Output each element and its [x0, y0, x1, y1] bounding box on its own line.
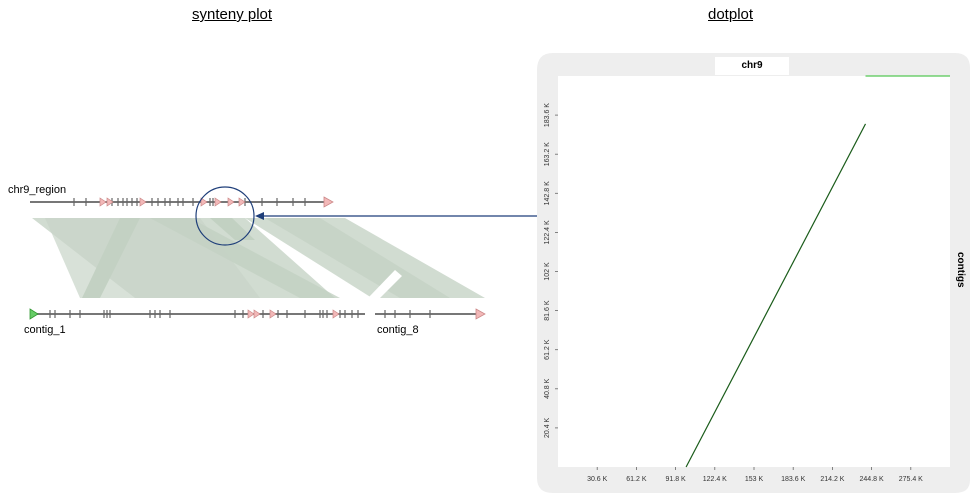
- gene-arrow: [99, 197, 107, 207]
- x-tick-label: 275.4 K: [899, 476, 923, 483]
- gene-arrow: [238, 197, 246, 207]
- x-tick-label: 214.2 K: [820, 476, 844, 483]
- x-axis: 30.6 K 61.2 K 91.8 K 122.4 K 153 K 183.6 K 214…: [587, 467, 923, 483]
- dotplot-title: dotplot: [708, 6, 754, 23]
- x-tick-label: 122.4 K: [703, 476, 727, 483]
- y-tick-label: 20.4 K: [544, 417, 551, 438]
- synteny-block: [210, 218, 255, 240]
- synteny-block: [150, 218, 340, 298]
- y-tick-label: 122.4 K: [544, 220, 551, 244]
- x-tick-label: 30.6 K: [587, 476, 608, 483]
- x-tick-label: 183.6 K: [781, 476, 805, 483]
- y-tick-label: 142.8 K: [544, 181, 551, 205]
- gene-arrow: [200, 197, 208, 207]
- y-tick-label: 61.2 K: [544, 339, 551, 360]
- y-tick-label: 81.6 K: [544, 300, 551, 321]
- x-tick-label: 153 K: [745, 476, 764, 483]
- y-tick-label: 163.2 K: [544, 142, 551, 166]
- dotplot-chart: 30.6 K 61.2 K 91.8 K 122.4 K 153 K 183.6 K 214…: [537, 53, 970, 493]
- gene-arrow: [139, 197, 147, 207]
- synteny-plot: [29, 186, 486, 320]
- chr9-genes: [73, 197, 306, 207]
- gene-arrow: [253, 309, 261, 319]
- x-tick-label: 244.8 K: [860, 476, 884, 483]
- synteny-block: [368, 270, 402, 298]
- synteny-title: synteny plot: [192, 6, 273, 23]
- highlight-circle: [195, 186, 255, 246]
- start-marker: [29, 308, 39, 320]
- x-panel-label: chr9: [715, 57, 789, 75]
- gene-arrow: [247, 309, 255, 319]
- synteny-blocks: [32, 218, 485, 298]
- y-tick-label: 102 K: [544, 262, 551, 281]
- gene-arrow: [323, 196, 334, 208]
- x-tick-label: 91.8 K: [665, 476, 686, 483]
- synteny-block: [82, 218, 140, 298]
- gene-arrow: [214, 197, 222, 207]
- y-panel-label: contigs: [955, 252, 966, 288]
- gene-arrow: [475, 308, 486, 320]
- gene-arrow: [269, 309, 277, 319]
- label-chr9-region: chr9_region: [8, 184, 67, 196]
- alignment-line: [685, 123, 867, 468]
- label-contig-1: contig_1: [24, 324, 66, 336]
- x-tick-label: 61.2 K: [626, 476, 647, 483]
- gene-arrow: [227, 197, 235, 207]
- y-tick-label: 40.8 K: [544, 378, 551, 399]
- synteny-block: [265, 218, 450, 298]
- label-contig-8: contig_8: [377, 324, 419, 336]
- contig1-genes: [49, 309, 359, 319]
- y-axis: 20.4 K 40.8 K 61.2 K 81.6 K 102 K 122.4 K 142.…: [544, 103, 558, 438]
- contig8-genes: [384, 310, 431, 318]
- track-contig-8: [375, 308, 486, 320]
- plot-area: [558, 76, 950, 467]
- y-tick-label: 183.6 K: [544, 103, 551, 127]
- track-contig-1: [29, 308, 365, 320]
- gene-arrow: [106, 197, 114, 207]
- gene-arrow: [332, 309, 340, 319]
- track-chr9-region: [30, 196, 334, 208]
- dotplot-series: [685, 75, 950, 468]
